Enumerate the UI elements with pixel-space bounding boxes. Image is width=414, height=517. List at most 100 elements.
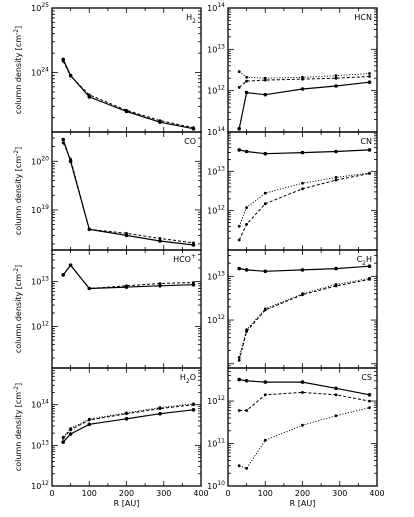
data-point bbox=[263, 76, 267, 80]
panel-frame bbox=[227, 7, 378, 133]
series-line bbox=[238, 278, 370, 361]
data-point bbox=[237, 377, 241, 382]
data-point bbox=[263, 92, 268, 97]
data-point bbox=[69, 427, 72, 430]
series-line bbox=[62, 142, 194, 244]
data-point bbox=[368, 75, 371, 78]
data-point bbox=[61, 440, 65, 444]
series-line bbox=[62, 60, 194, 129]
data-point bbox=[368, 406, 371, 409]
data-point bbox=[300, 150, 305, 155]
data-point bbox=[301, 391, 304, 394]
data-point bbox=[61, 273, 65, 277]
data-point bbox=[368, 399, 371, 403]
data-point bbox=[124, 233, 129, 238]
data-point bbox=[87, 93, 91, 97]
data-point bbox=[300, 87, 305, 91]
species-label: CO bbox=[184, 137, 196, 146]
x-tick-label: 200 bbox=[119, 489, 134, 498]
data-point bbox=[368, 72, 371, 75]
data-point bbox=[61, 141, 65, 145]
data-point bbox=[191, 408, 196, 412]
data-point bbox=[158, 411, 162, 416]
y-tick-label: 1024 bbox=[31, 67, 49, 78]
data-point bbox=[244, 90, 249, 95]
data-point bbox=[158, 284, 162, 288]
data-point bbox=[125, 231, 128, 235]
x-tick-label: 0 bbox=[225, 489, 230, 498]
data-point bbox=[245, 75, 249, 79]
data-point bbox=[158, 119, 162, 122]
y-tick-label: 1025 bbox=[31, 2, 49, 13]
data-point bbox=[191, 243, 196, 247]
data-point bbox=[301, 187, 304, 191]
data-point bbox=[263, 307, 267, 311]
y-axis-label: column density [cm-2] bbox=[13, 383, 23, 471]
panel-frame bbox=[227, 367, 378, 487]
x-tick-label: 200 bbox=[295, 489, 310, 498]
data-point bbox=[61, 435, 65, 439]
data-point bbox=[192, 402, 195, 406]
data-point bbox=[237, 126, 241, 131]
data-point bbox=[263, 393, 267, 397]
species-label: HCO+ bbox=[173, 253, 196, 264]
data-point bbox=[125, 284, 128, 288]
y-tick-label: 1014 bbox=[207, 126, 225, 137]
data-point bbox=[367, 80, 372, 84]
data-point bbox=[301, 292, 304, 296]
y-tick-label: 1012 bbox=[207, 85, 225, 96]
data-point bbox=[245, 467, 249, 470]
data-point bbox=[334, 84, 338, 88]
species-label: HCN bbox=[354, 13, 372, 22]
series-line bbox=[62, 403, 194, 438]
data-point bbox=[244, 268, 249, 272]
data-point bbox=[87, 287, 91, 290]
series-line bbox=[238, 277, 370, 358]
y-tick-label: 1013 bbox=[31, 275, 49, 286]
x-tick-label: 300 bbox=[332, 489, 347, 498]
series-line bbox=[238, 172, 370, 227]
data-point bbox=[237, 86, 241, 89]
data-point bbox=[124, 417, 129, 421]
y-tick-label: 1012 bbox=[207, 314, 225, 325]
data-point bbox=[301, 75, 304, 79]
data-point bbox=[300, 268, 305, 272]
data-point bbox=[158, 406, 162, 409]
data-point bbox=[245, 222, 249, 226]
panel-frame bbox=[51, 7, 202, 133]
y-tick-label: 1012 bbox=[31, 321, 49, 332]
series-line bbox=[62, 264, 194, 290]
data-point bbox=[237, 356, 241, 359]
panel-frame bbox=[51, 367, 202, 487]
y-axis-label: column density [cm-2] bbox=[13, 147, 23, 235]
y-tick-label: 1019 bbox=[31, 204, 49, 215]
data-point bbox=[334, 178, 338, 182]
data-point bbox=[87, 95, 92, 99]
y-tick-label: 1013 bbox=[31, 439, 49, 450]
panel-4: 1012 1013 column density [cm-2] HCO+ bbox=[13, 249, 202, 369]
panel-7: 1010 1011 1012 0 100 200 300 400 R [AU] CS bbox=[207, 367, 385, 508]
y-tick-label: 1010 bbox=[207, 480, 225, 491]
y-tick-label: 1013 bbox=[207, 43, 225, 54]
data-point bbox=[245, 79, 249, 83]
series-line bbox=[239, 149, 370, 155]
species-label: H2 bbox=[186, 13, 196, 25]
data-point bbox=[301, 423, 304, 427]
y-tick-label: 1011 bbox=[207, 438, 225, 449]
species-label: CS bbox=[361, 373, 372, 382]
series-line bbox=[62, 264, 194, 290]
x-axis-label: R [AU] bbox=[290, 499, 316, 508]
data-point bbox=[87, 227, 91, 231]
y-tick-label: 1012 bbox=[31, 480, 49, 491]
data-point bbox=[263, 269, 268, 274]
data-point bbox=[192, 281, 195, 284]
series-line bbox=[238, 71, 370, 79]
y-tick-label: 1012 bbox=[207, 395, 225, 406]
data-point bbox=[69, 157, 72, 161]
x-tick-label: 100 bbox=[82, 489, 97, 498]
data-point bbox=[367, 393, 372, 397]
data-point bbox=[68, 432, 73, 436]
data-point bbox=[87, 422, 92, 427]
data-point bbox=[334, 386, 338, 391]
